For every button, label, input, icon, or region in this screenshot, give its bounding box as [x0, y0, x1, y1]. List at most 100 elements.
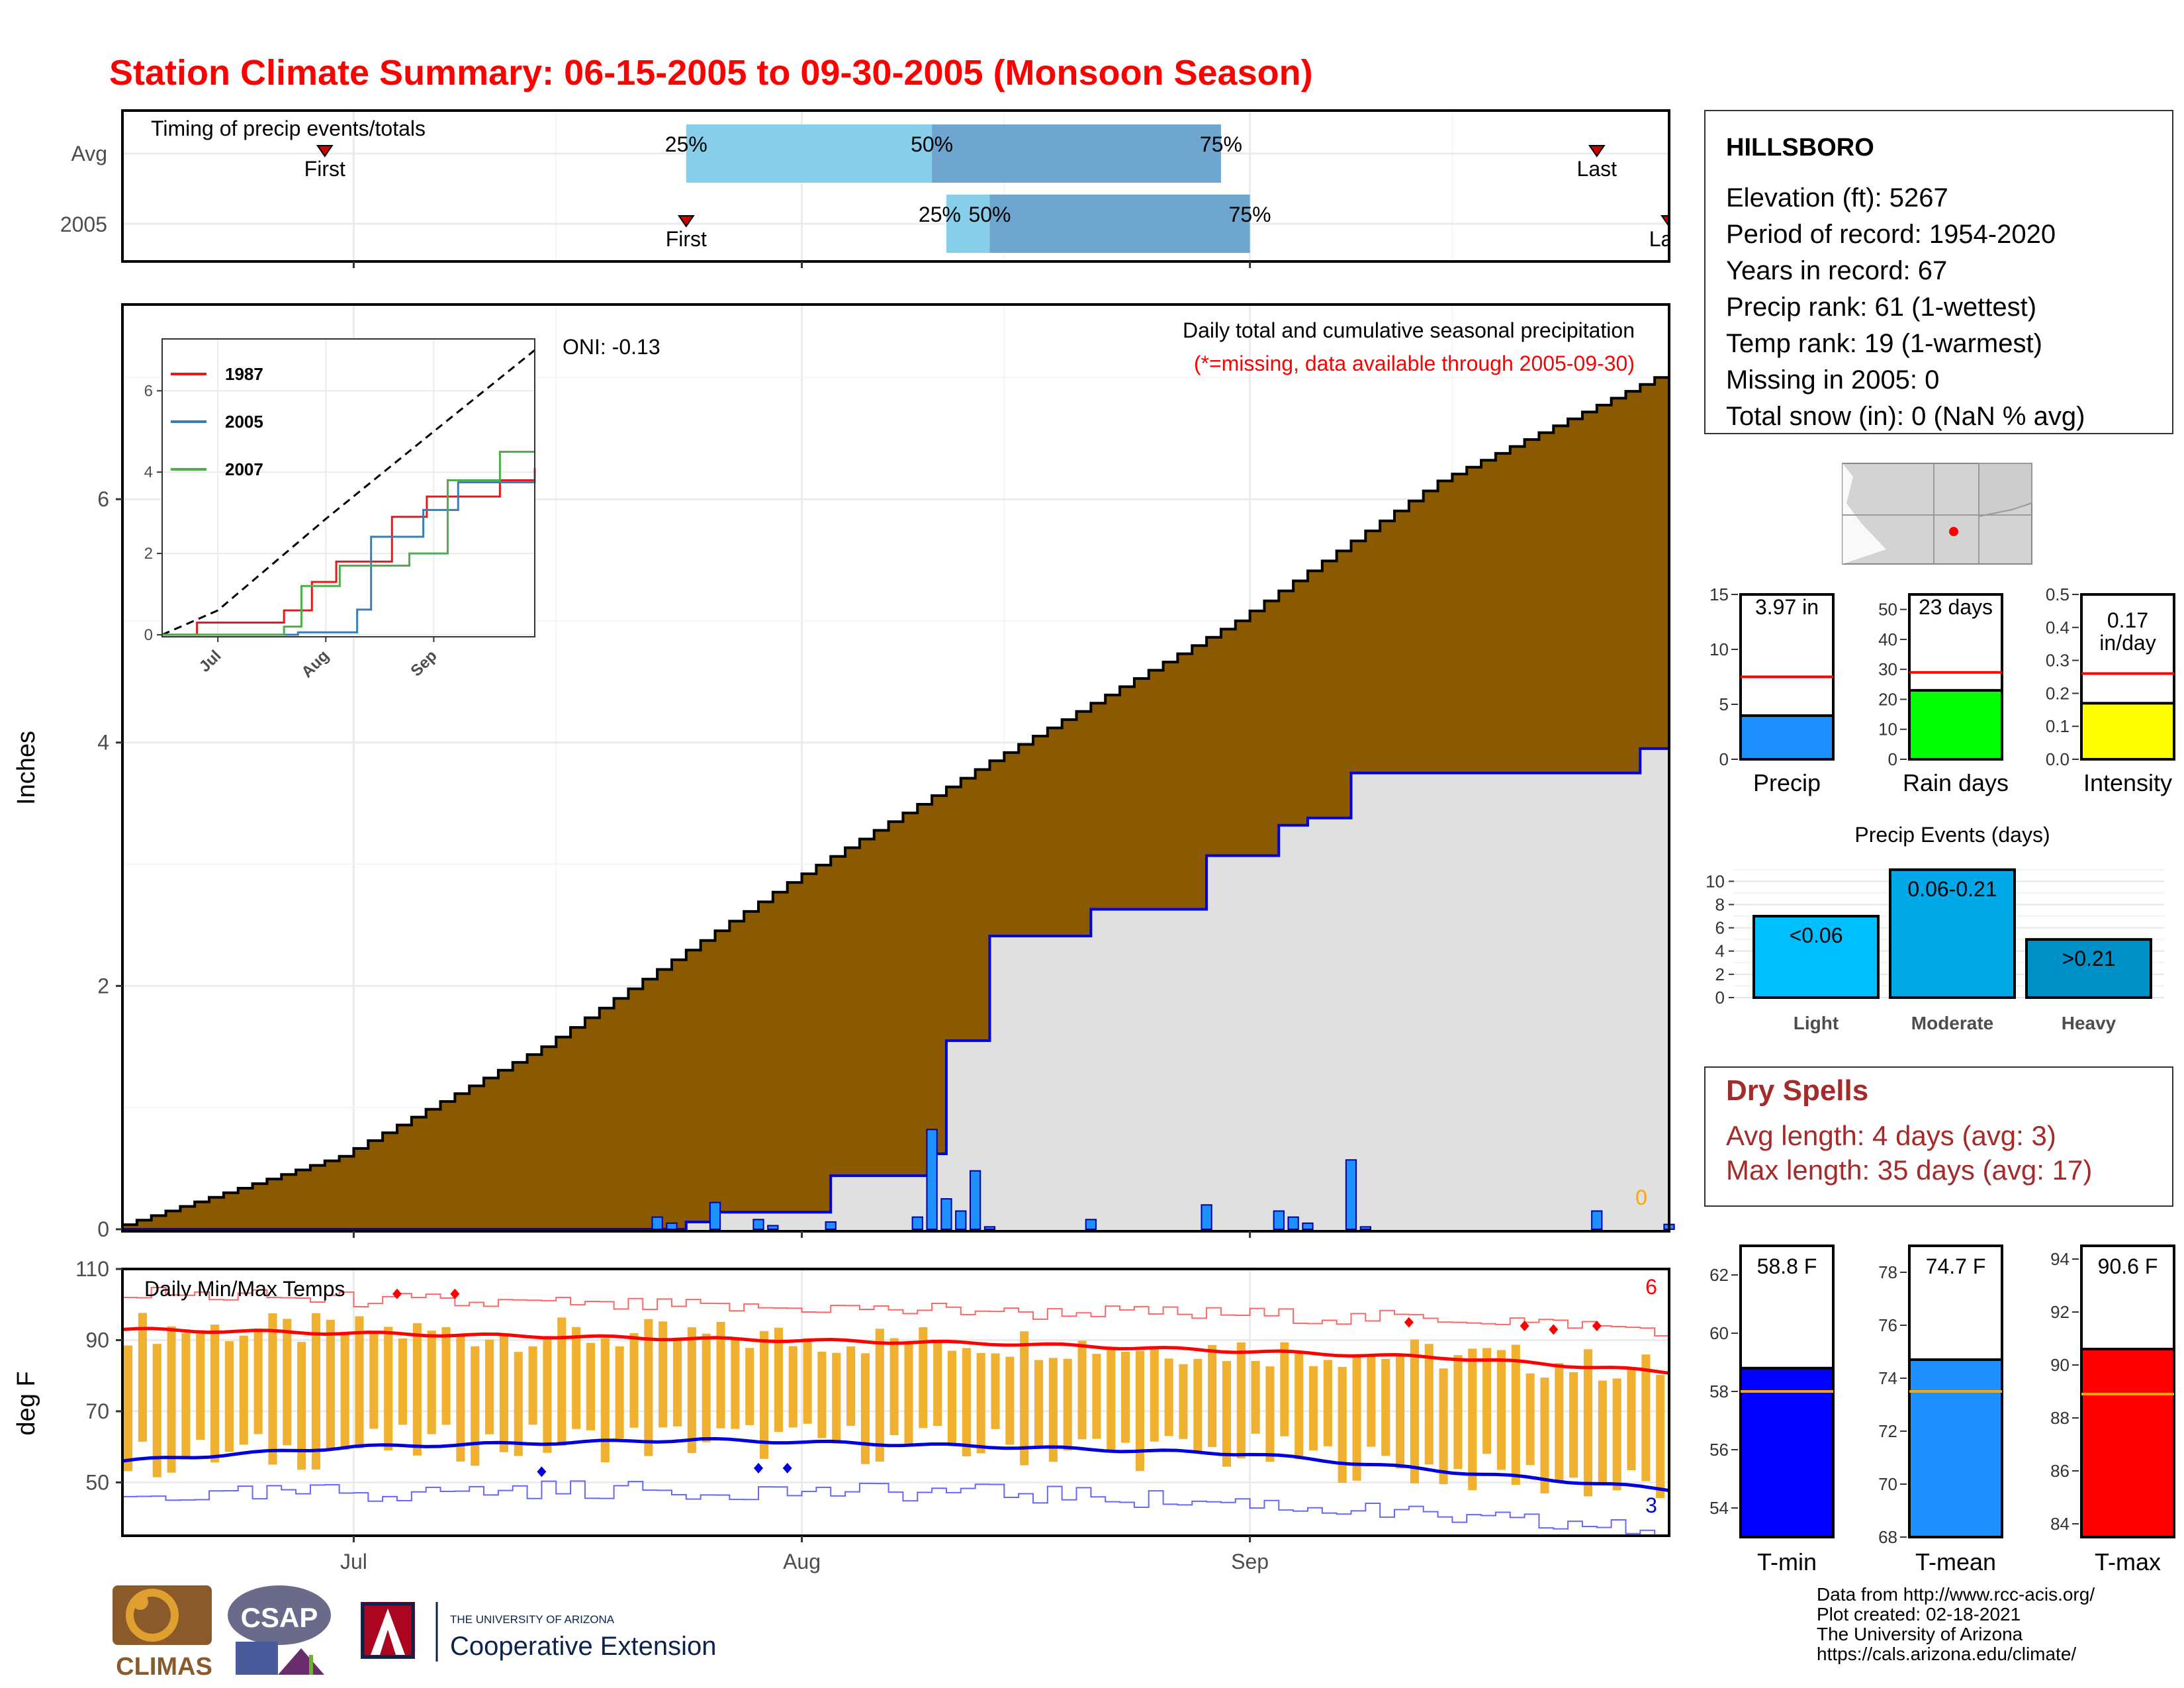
dry-spells-title: Dry Spells [1726, 1074, 1868, 1107]
daily-temp-bar [210, 1325, 220, 1463]
events-bar-range: >0.21 [2062, 947, 2116, 970]
temp-summary-value: 90.6 F [2098, 1254, 2158, 1278]
daily-precip-bar [651, 1216, 663, 1230]
temp-summary-ytick-label: 92 [2050, 1302, 2070, 1322]
station-info-line: Precip rank: 61 (1-wettest) [1726, 293, 2036, 322]
daily-temp-bar [615, 1346, 624, 1439]
inset-line-2005 [162, 473, 536, 636]
daily-temp-bar [904, 1343, 913, 1444]
climas-logo: CLIMAS [113, 1585, 212, 1681]
summary-bar-label: Intensity [2083, 769, 2172, 796]
station-info-line: Elevation (ft): 5267 [1726, 183, 1948, 212]
summary-ytick-label: 5 [1719, 694, 1729, 714]
inset-ytick-label: 0 [144, 626, 153, 644]
daily-precip-bar [1201, 1204, 1212, 1230]
temp-ytick-label: 70 [85, 1399, 109, 1423]
timing-panel-label: Timing of precip events/totals [151, 117, 426, 140]
temp-summary-ytick-label: 54 [1709, 1498, 1729, 1518]
credit-line: Data from http://www.rcc-acis.org/ [1817, 1584, 2095, 1605]
summary-ytick-label: 40 [1878, 630, 1897, 649]
summary-ytick-label: 0 [1719, 749, 1729, 769]
daily-temp-bar [1295, 1353, 1304, 1460]
credits: Data from http://www.rcc-acis.org/Plot c… [1817, 1584, 2095, 1664]
daily-temp-bar [427, 1331, 436, 1434]
timing-panel: 25% 50% 75% First Last 25% 50% 75% First Last Tim… [60, 109, 1670, 263]
daily-temp-bar [311, 1313, 321, 1470]
precip-events-title: Precip Events (days) [1854, 823, 2050, 847]
daily-temp-bar [514, 1352, 523, 1456]
daily-precip-bar [1085, 1219, 1097, 1230]
daily-temp-bar [1063, 1358, 1072, 1451]
summary-bar-value-unit: in/day [2099, 631, 2156, 655]
daily-temp-bar [138, 1313, 147, 1442]
station-info-line: Missing in 2005: 0 [1726, 365, 1939, 395]
summary-ytick-label: 10 [1709, 639, 1729, 659]
daily-precip-bar [752, 1219, 764, 1230]
events-category-label: Heavy [2062, 1013, 2116, 1033]
xtick-label: Sep [1231, 1550, 1269, 1573]
record-low-marker [782, 1462, 792, 1474]
events-bar-Moderate [1889, 868, 2016, 999]
record-high-marker [392, 1288, 402, 1299]
x-axis: Jul Aug Sep [340, 261, 1269, 1573]
record-high-marker [1592, 1320, 1602, 1331]
summary-bar-label: Rain days [1903, 769, 2009, 796]
daily-temp-bar [1323, 1360, 1332, 1446]
temp-summary-bar-T-min [1739, 1366, 1835, 1539]
daily-precip-bar [983, 1226, 996, 1231]
temp-summary-value: 74.7 F [1926, 1254, 1986, 1278]
credit-line: https://cals.arizona.edu/climate/ [1817, 1644, 2076, 1664]
events-category-label: Light [1794, 1013, 1839, 1033]
daily-temp-bar [1656, 1375, 1665, 1499]
precip-events-chart: Precip Events (days) <0.06 Light 0.06-0.21… [1706, 823, 2164, 1033]
daily-temp-bar [919, 1327, 928, 1429]
record-low-marker [537, 1466, 547, 1477]
summary-ytick-label: 10 [1878, 720, 1897, 739]
daily-temp-bar [196, 1330, 205, 1440]
daily-temp-bar [817, 1351, 827, 1438]
daily-temp-bar [1338, 1366, 1347, 1483]
daily-temp-bar [991, 1353, 1000, 1429]
timing-row-label-2005: 2005 [60, 212, 107, 236]
precip-desc: Daily total and cumulative seasonal prec… [1183, 318, 1635, 342]
events-bar-Heavy [2025, 938, 2152, 1000]
record-max-line [122, 1286, 1669, 1337]
daily-temp-bar [167, 1326, 176, 1473]
summary-bar-value: 23 days [1919, 595, 1993, 619]
station-info-line: Total snow (in): 0 (NaN % avg) [1726, 402, 2085, 431]
record-min-line [122, 1480, 1669, 1536]
xtick-label: Aug [783, 1550, 821, 1573]
daily-temp-bar [224, 1341, 234, 1452]
inset-ytick-label: 6 [144, 382, 153, 400]
missing-note: (*=missing, data available through 2005-… [1194, 352, 1635, 375]
temp-ytick-label: 110 [75, 1257, 109, 1281]
daily-temp-bar [875, 1329, 884, 1462]
dry-spells-max: Max length: 35 days (avg: 17) [1726, 1154, 2092, 1186]
daily-temp-bar [1367, 1354, 1376, 1447]
daily-temp-bar [1107, 1349, 1116, 1450]
events-category-label: Moderate [1911, 1013, 1993, 1033]
station-info-box: HILLSBORO Elevation (ft): 5267 Period of … [1704, 110, 2173, 434]
daily-temp-bar [745, 1348, 754, 1425]
credit-line: The University of Arizona [1817, 1624, 2023, 1644]
daily-temp-bar [268, 1313, 277, 1465]
daily-temp-bar [1612, 1378, 1621, 1491]
events-ytick-label: 6 [1715, 918, 1725, 938]
daily-temp-bar [1555, 1363, 1564, 1481]
missing-count: 0 [1635, 1186, 1647, 1209]
timing-pct-label: 25% [665, 132, 707, 156]
summary-ytick-label: 0.0 [2046, 749, 2070, 769]
timing-marker-label: Last [1577, 157, 1617, 181]
temp-panel-label: Daily Min/Max Temps [144, 1277, 345, 1301]
daily-temp-bar [1280, 1342, 1289, 1436]
timing-bar-2005-25-50 [946, 195, 990, 253]
avg-cumulative-line [121, 376, 1669, 1229]
record-high-marker [1520, 1320, 1529, 1331]
summary-ytick-label: 0.4 [2046, 618, 2070, 637]
timing-bar-Avg-50-75 [932, 124, 1221, 183]
station-info-line: Period of record: 1954-2020 [1726, 220, 2056, 249]
daily-temp-bar [1222, 1361, 1232, 1467]
temp-summary-ytick-label: 76 [1878, 1315, 1897, 1335]
